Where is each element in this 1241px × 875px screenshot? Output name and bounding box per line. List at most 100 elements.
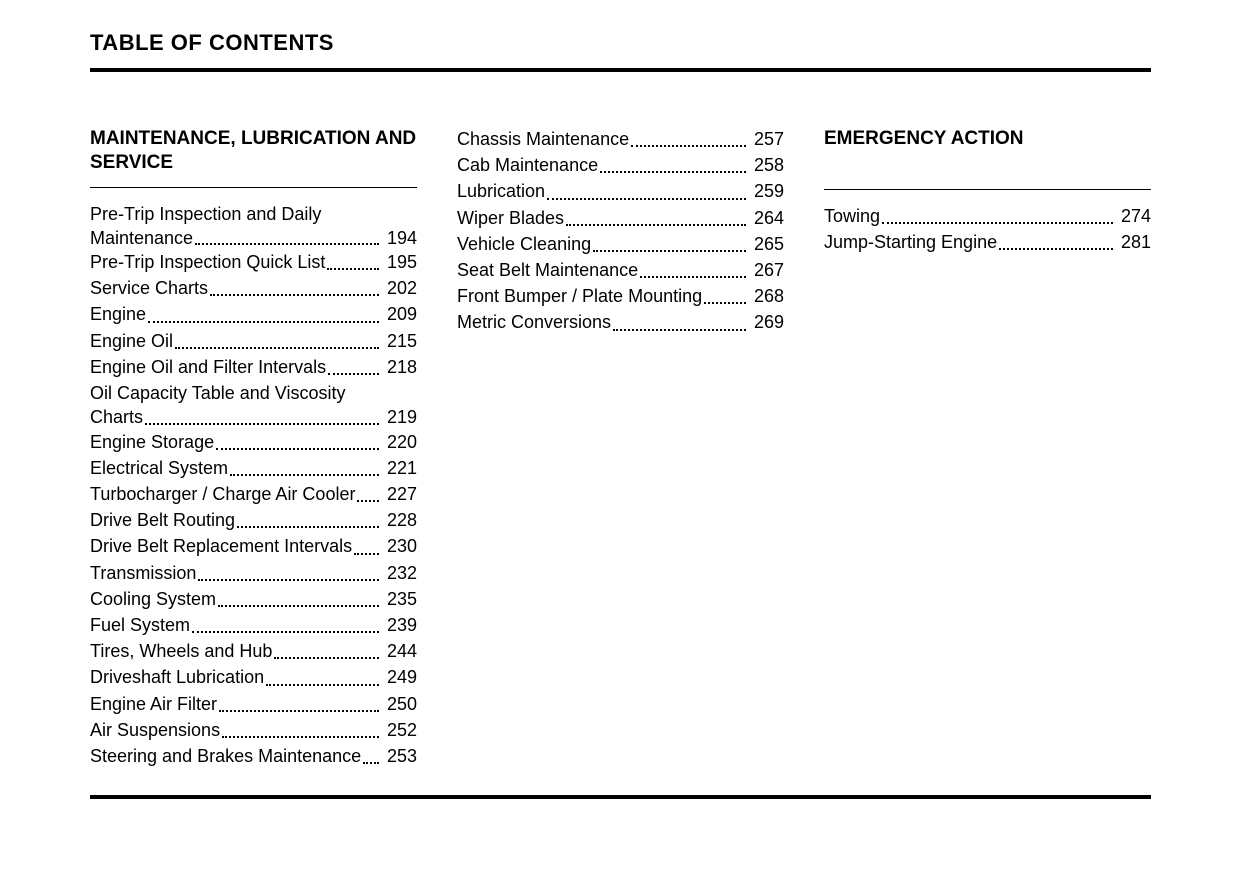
toc-leader-dots [882,221,1113,224]
toc-leader-dots [566,223,746,226]
toc-entry: Electrical System 221 [90,456,417,481]
toc-page-number: 194 [381,226,417,250]
toc-page-number: 258 [748,153,784,178]
toc-page-number: 195 [381,250,417,275]
toc-entry: Chassis Maintenance 257 [457,127,784,152]
bottom-rule [90,795,1151,799]
toc-entry: Service Charts 202 [90,276,417,301]
toc-label: Fuel System [90,613,190,638]
toc-label: Oil Capacity Table and Viscosity [90,381,417,405]
toc-page-number: 268 [748,284,784,309]
toc-page-number: 227 [381,482,417,507]
toc-leader-dots [274,656,379,659]
toc-page-number: 249 [381,665,417,690]
column-2: Chassis Maintenance 257Cab Maintenance258… [457,127,784,770]
toc-label: Wiper Blades [457,206,564,231]
toc-label: Lubrication [457,179,545,204]
toc-page-number: 202 [381,276,417,301]
toc-label: Service Charts [90,276,208,301]
toc-entry: Fuel System 239 [90,613,417,638]
toc-page-number: 230 [381,534,417,559]
toc-leader-dots [704,301,746,304]
toc-leader-dots [216,447,379,450]
toc-leader-dots [357,499,378,502]
toc-leader-dots [999,247,1113,250]
toc-label: Pre-Trip Inspection and Daily [90,202,417,226]
toc-label: Metric Conversions [457,310,611,335]
toc-entry: Front Bumper / Plate Mounting 268 [457,284,784,309]
toc-label: Maintenance [90,226,193,250]
toc-entry: Metric Conversions269 [457,310,784,335]
toc-page-number: 265 [748,232,784,257]
toc-leader-dots [363,761,379,764]
toc-leader-dots [198,578,379,581]
toc-entry: Driveshaft Lubrication249 [90,665,417,690]
toc-leader-dots [547,197,746,200]
toc-leader-dots [631,144,746,147]
toc-page-number: 209 [381,302,417,327]
toc-page-number: 239 [381,613,417,638]
toc-leader-dots [613,328,746,331]
toc-entry: Cab Maintenance258 [457,153,784,178]
toc-list-col2: Chassis Maintenance 257Cab Maintenance258… [457,127,784,336]
toc-entry: Engine Oil and Filter Intervals218 [90,355,417,380]
toc-leader-dots [148,320,379,323]
toc-entry: Cooling System 235 [90,587,417,612]
toc-entry: Wiper Blades264 [457,206,784,231]
toc-entry: Jump-Starting Engine281 [824,230,1151,255]
toc-label: Drive Belt Replacement Intervals [90,534,352,559]
toc-entry: Seat Belt Maintenance 267 [457,258,784,283]
toc-page-number: 219 [381,405,417,429]
toc-entry: Drive Belt Routing228 [90,508,417,533]
toc-entry: Pre-Trip Inspection Quick List 195 [90,250,417,275]
toc-leader-dots [219,709,379,712]
toc-page-number: 267 [748,258,784,283]
toc-list-col3: Towing274Jump-Starting Engine281 [824,204,1151,255]
toc-leader-dots [175,346,379,349]
toc-label: Drive Belt Routing [90,508,235,533]
toc-leader-dots [266,683,379,686]
section-heading-maintenance: MAINTENANCE, LUBRICATION AND SERVICE [90,127,417,175]
toc-label: Tires, Wheels and Hub [90,639,272,664]
toc-entry: Lubrication 259 [457,179,784,204]
toc-leader-dots [192,630,379,633]
toc-entry: Engine Oil215 [90,329,417,354]
toc-leader-dots [600,170,746,173]
toc-page-number: 274 [1115,204,1151,229]
toc-label: Pre-Trip Inspection Quick List [90,250,325,275]
toc-entry: Turbocharger / Charge Air Cooler227 [90,482,417,507]
toc-label: Jump-Starting Engine [824,230,997,255]
toc-page-number: 220 [381,430,417,455]
toc-page-number: 252 [381,718,417,743]
section-rule [824,189,1151,190]
toc-page-number: 257 [748,127,784,152]
toc-leader-dots [145,422,379,425]
toc-label: Front Bumper / Plate Mounting [457,284,702,309]
toc-entry: Oil Capacity Table and ViscosityCharts21… [90,381,417,430]
toc-page-number: 235 [381,587,417,612]
toc-label: Chassis Maintenance [457,127,629,152]
toc-leader-dots [354,552,379,555]
page-title: TABLE OF CONTENTS [90,30,1151,56]
toc-page-number: 253 [381,744,417,769]
toc-page-number: 259 [748,179,784,204]
toc-label: Steering and Brakes Maintenance [90,744,361,769]
content-columns: MAINTENANCE, LUBRICATION AND SERVICE Pre… [90,127,1151,770]
toc-label: Vehicle Cleaning [457,232,591,257]
toc-leader-dots [195,242,379,245]
toc-label: Engine [90,302,146,327]
toc-label: Engine Oil and Filter Intervals [90,355,326,380]
toc-label: Cooling System [90,587,216,612]
column-1: MAINTENANCE, LUBRICATION AND SERVICE Pre… [90,127,417,770]
toc-entry: Engine 209 [90,302,417,327]
toc-entry: Engine Storage220 [90,430,417,455]
toc-entry: Pre-Trip Inspection and DailyMaintenance… [90,202,417,251]
toc-page-number: 215 [381,329,417,354]
toc-label: Electrical System [90,456,228,481]
toc-label: Seat Belt Maintenance [457,258,638,283]
toc-entry: Transmission232 [90,561,417,586]
toc-entry: Steering and Brakes Maintenance 253 [90,744,417,769]
toc-label: Air Suspensions [90,718,220,743]
toc-leader-dots [640,275,746,278]
toc-page-number: 221 [381,456,417,481]
